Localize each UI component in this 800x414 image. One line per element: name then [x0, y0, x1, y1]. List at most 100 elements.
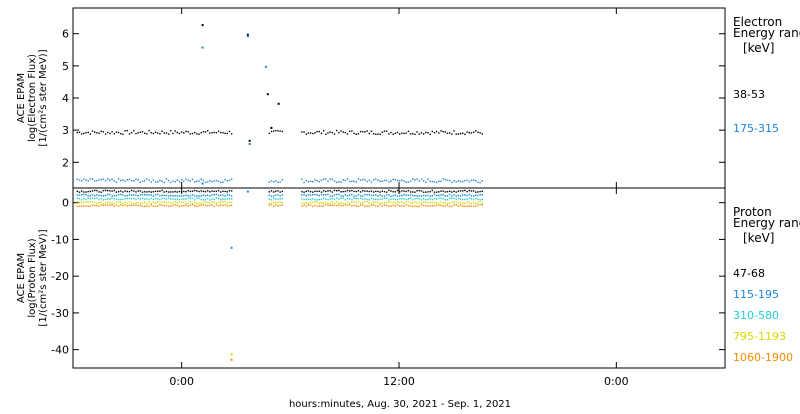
- electron-point-38-53: [272, 130, 275, 132]
- electron-point-175-315: [429, 180, 431, 182]
- electron-point-175-315: [150, 181, 152, 183]
- proton-point-1060-1900: [200, 204, 202, 206]
- proton-point-310-580: [375, 198, 377, 200]
- electron-point-38-53: [124, 130, 126, 132]
- proton-point-310-580: [215, 197, 218, 199]
- proton-point-47-68: [228, 190, 231, 192]
- proton-point-47-68: [143, 191, 146, 193]
- electron-point-175-315: [416, 178, 418, 180]
- electron-ytick-label: 4: [62, 92, 69, 105]
- proton-point-1060-1900: [335, 204, 338, 207]
- proton-outlier-115-195: [201, 182, 204, 185]
- proton-point-310-580: [422, 198, 425, 200]
- proton-point-47-68: [279, 191, 281, 193]
- proton-point-47-68: [117, 190, 120, 193]
- electron-point-38-53: [446, 132, 449, 135]
- proton-point-1060-1900: [401, 205, 403, 207]
- proton-point-795-1193: [113, 202, 115, 205]
- proton-point-795-1193: [375, 201, 377, 203]
- electron-point-38-53: [146, 133, 148, 135]
- proton-point-795-1193: [200, 202, 202, 204]
- proton-point-1060-1900: [217, 205, 220, 207]
- proton-point-115-195: [349, 194, 351, 196]
- electron-point-175-315: [83, 178, 85, 180]
- proton-point-1060-1900: [196, 205, 198, 208]
- proton-point-47-68: [464, 189, 466, 192]
- electron-point-175-315: [462, 180, 464, 183]
- proton-point-1060-1900: [94, 204, 96, 207]
- electron-point-38-53: [226, 132, 228, 135]
- proton-point-310-580: [178, 198, 181, 201]
- proton-point-115-195: [381, 195, 384, 197]
- electron-point-175-315: [457, 180, 460, 182]
- proton-point-310-580: [312, 198, 314, 200]
- proton-point-310-580: [470, 198, 473, 200]
- proton-point-47-68: [312, 191, 314, 193]
- electron-point-175-315: [318, 181, 320, 183]
- proton-point-310-580: [307, 198, 310, 200]
- proton-point-310-580: [309, 198, 312, 201]
- proton-point-310-580: [172, 198, 174, 200]
- proton-point-310-580: [161, 197, 163, 200]
- proton-point-310-580: [433, 197, 436, 200]
- electron-point-175-315: [353, 180, 355, 183]
- proton-outlier-115-195: [230, 246, 233, 249]
- electron-point-175-315: [172, 180, 174, 182]
- electron-point-38-53: [405, 132, 407, 134]
- electron-point-38-53: [303, 131, 305, 133]
- proton-point-795-1193: [189, 201, 192, 203]
- proton-point-310-580: [364, 198, 366, 200]
- proton-point-1060-1900: [211, 204, 213, 206]
- electron-point-175-315: [85, 179, 87, 181]
- proton-point-47-68: [435, 191, 438, 193]
- proton-point-795-1193: [111, 202, 113, 205]
- proton-point-115-195: [146, 194, 148, 196]
- proton-point-795-1193: [226, 202, 228, 205]
- proton-point-310-580: [163, 197, 165, 199]
- proton-point-795-1193: [364, 201, 366, 203]
- electron-point-38-53: [224, 132, 226, 135]
- proton-point-1060-1900: [359, 204, 362, 206]
- proton-point-1060-1900: [178, 205, 181, 208]
- proton-point-795-1193: [281, 202, 284, 204]
- electron-outlier-38-53: [246, 33, 249, 36]
- electron-point-175-315: [222, 181, 224, 184]
- proton-point-795-1193: [146, 202, 148, 205]
- proton-ytick-label: -40: [51, 344, 69, 357]
- electron-point-175-315: [196, 180, 198, 182]
- proton-point-1060-1900: [226, 205, 228, 207]
- proton-point-47-68: [346, 189, 349, 192]
- proton-point-1060-1900: [220, 204, 222, 206]
- proton-point-115-195: [422, 194, 425, 197]
- proton-point-1060-1900: [344, 204, 347, 206]
- proton-point-1060-1900: [83, 205, 85, 207]
- proton-point-115-195: [444, 195, 447, 197]
- proton-point-115-195: [338, 193, 340, 196]
- proton-point-310-580: [353, 197, 355, 199]
- proton-point-47-68: [366, 190, 368, 192]
- proton-point-795-1193: [100, 201, 102, 203]
- proton-point-310-580: [133, 197, 135, 200]
- proton-point-310-580: [479, 199, 481, 201]
- electron-point-175-315: [217, 180, 220, 183]
- proton-point-47-68: [128, 190, 131, 193]
- proton-point-115-195: [322, 194, 325, 196]
- proton-point-47-68: [438, 191, 440, 193]
- proton-point-47-68: [102, 189, 105, 192]
- proton-point-310-580: [407, 198, 410, 200]
- proton-point-795-1193: [403, 202, 405, 205]
- electron-point-175-315: [475, 179, 477, 182]
- electron-point-175-315: [139, 181, 142, 184]
- proton-point-47-68: [301, 190, 303, 193]
- proton-point-795-1193: [167, 201, 170, 203]
- proton-point-47-68: [327, 190, 329, 192]
- proton-point-1060-1900: [451, 205, 453, 208]
- proton-point-1060-1900: [133, 204, 135, 206]
- proton-point-1060-1900: [309, 204, 312, 206]
- proton-point-115-195: [457, 194, 460, 197]
- electron-outlier-175-315: [201, 46, 204, 49]
- electron-point-175-315: [335, 181, 338, 183]
- proton-point-310-580: [157, 198, 159, 200]
- electron-point-38-53: [220, 131, 222, 134]
